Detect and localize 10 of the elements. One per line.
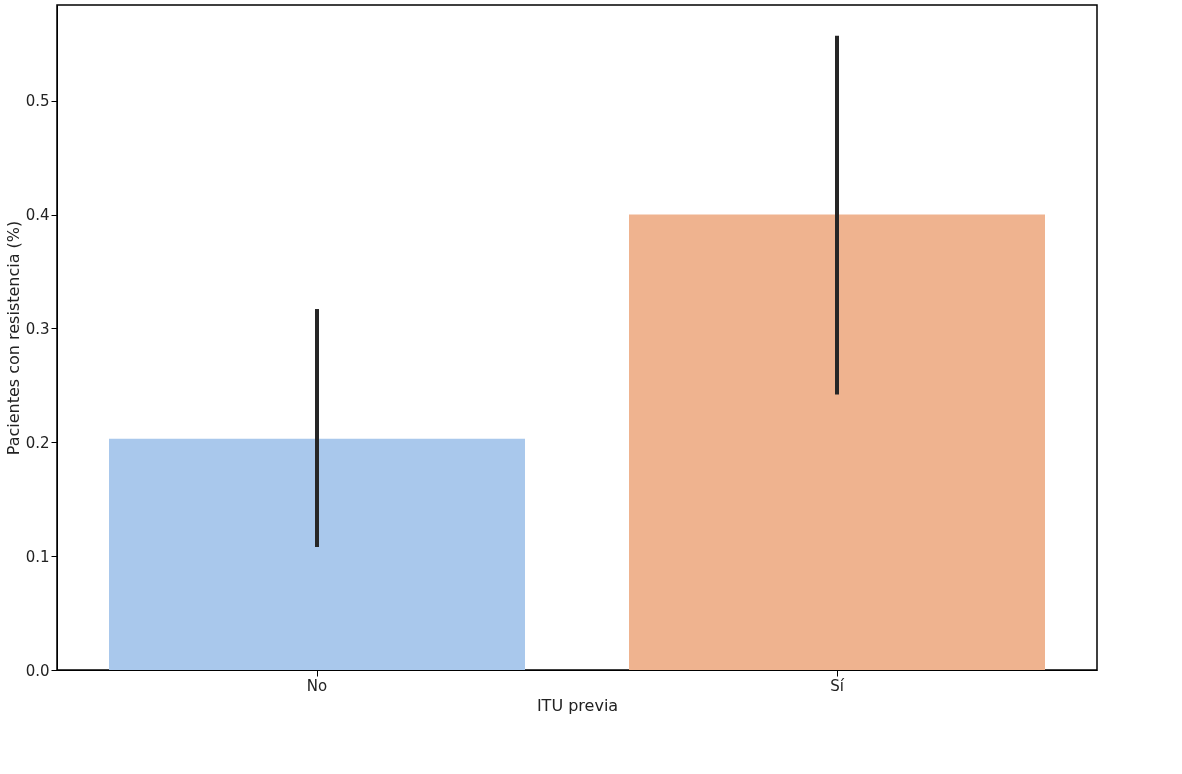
- y-axis-title: Pacientes con resistencia (%): [3, 220, 23, 456]
- y-tick-label: 0.4: [25, 206, 50, 225]
- y-tick-label: 0.2: [25, 433, 50, 452]
- y-tick-label: 0.3: [25, 319, 50, 338]
- x-tick-label: Sí: [830, 676, 845, 695]
- x-tick-label: No: [306, 676, 328, 695]
- y-tick-label: 0.1: [25, 547, 50, 566]
- y-tick-label: 0.0: [25, 661, 50, 680]
- y-tick-label: 0.5: [25, 92, 50, 111]
- x-axis-title: ITU previa: [536, 695, 619, 715]
